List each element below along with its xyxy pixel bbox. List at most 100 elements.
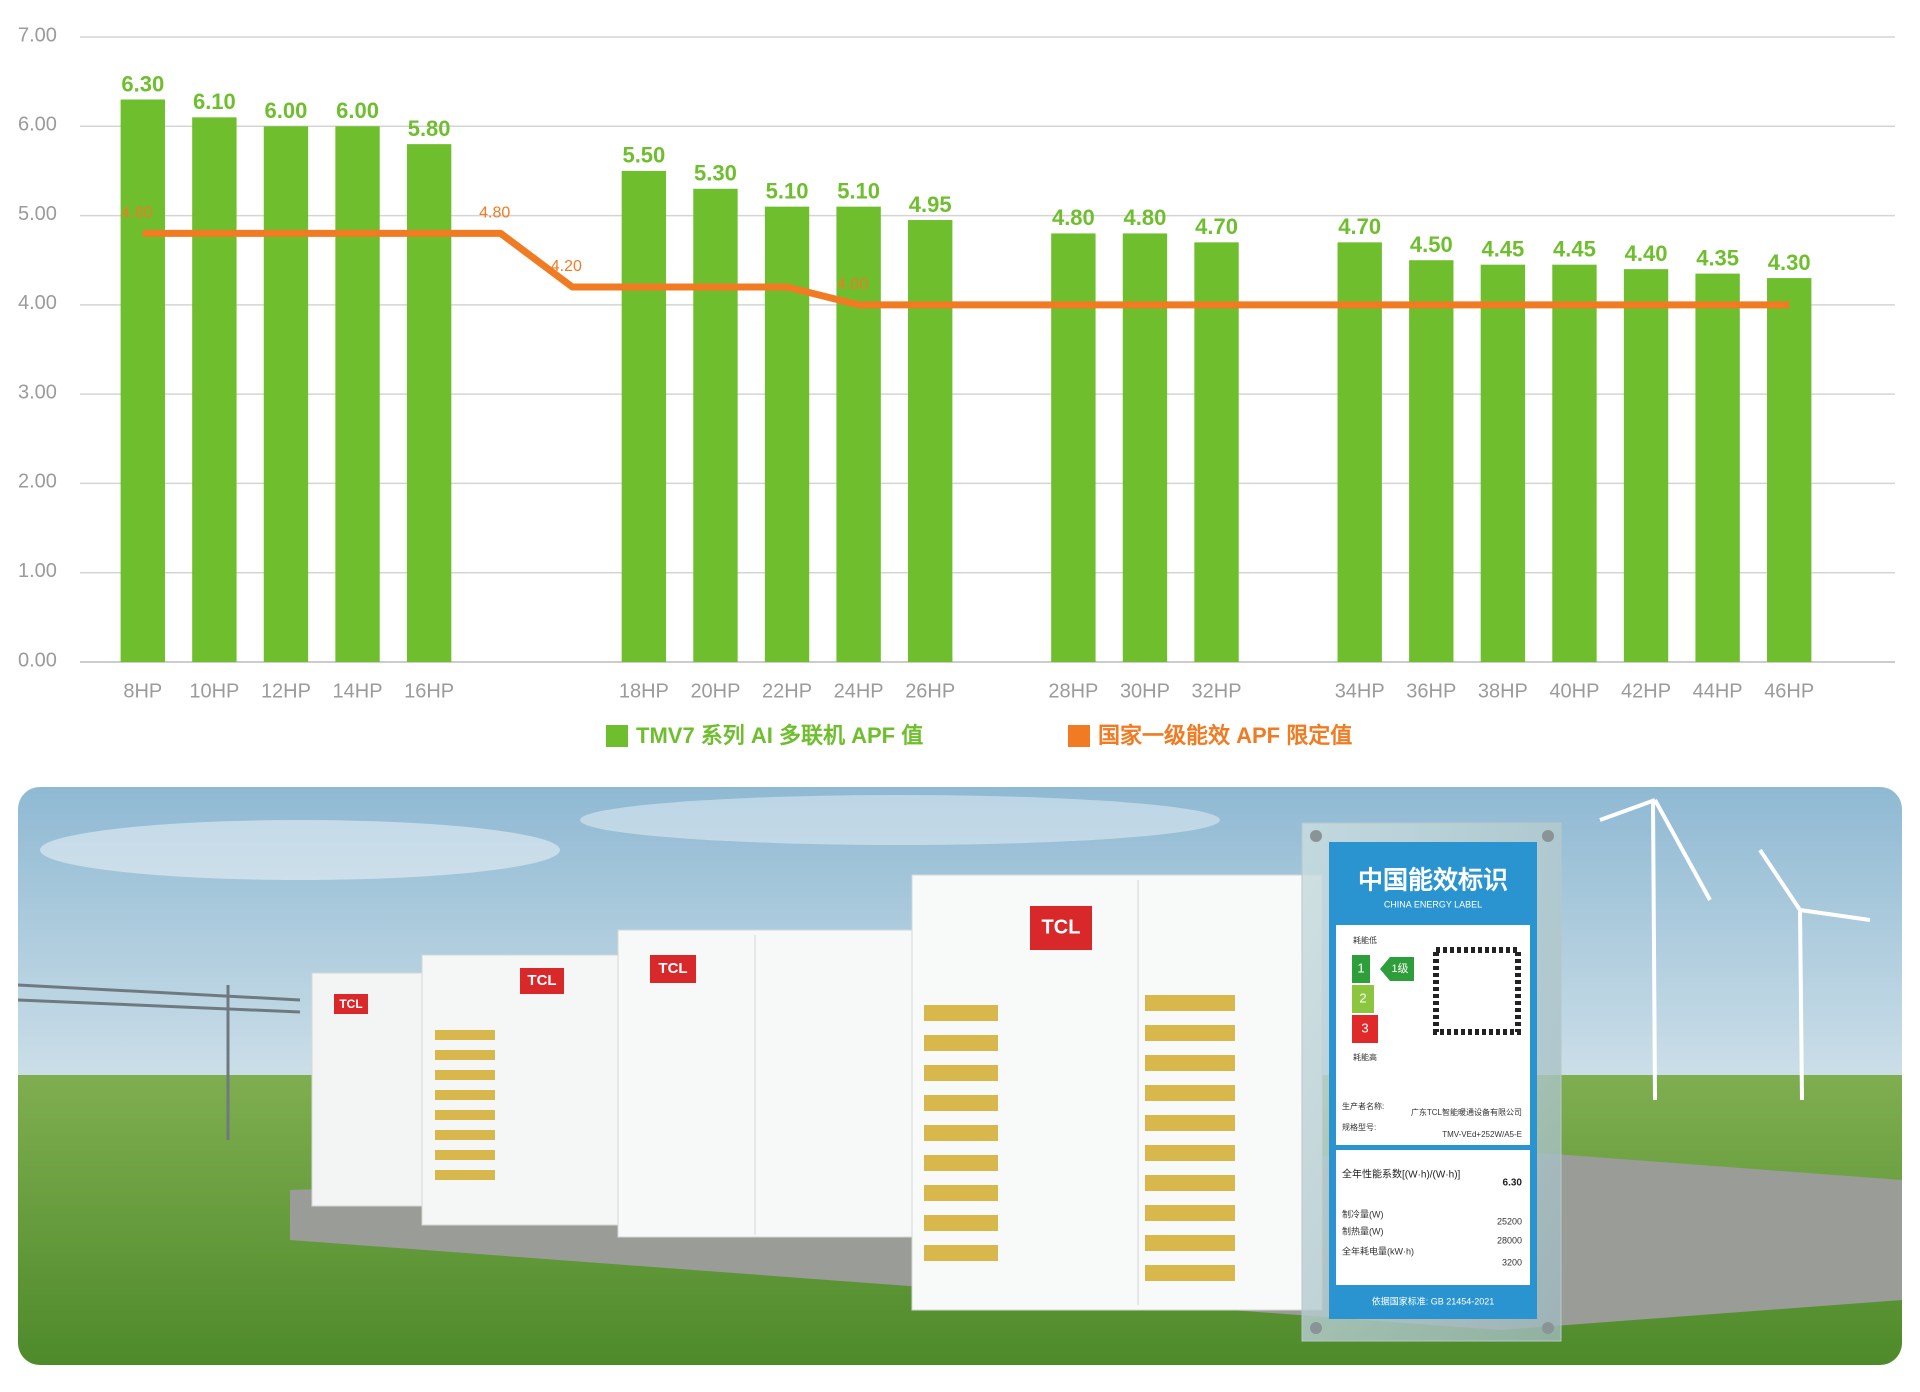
cloud xyxy=(580,795,1220,845)
qr-code xyxy=(1433,947,1521,1035)
value-label: 4.70 xyxy=(1338,214,1381,239)
x-tick-label: 16HP xyxy=(404,680,454,702)
x-tick-label: 30HP xyxy=(1120,680,1170,702)
standard: 依据国家标准: GB 21454-2021 xyxy=(1372,1295,1495,1306)
x-tick-label: 26HP xyxy=(905,680,955,702)
legend-label: 国家一级能效 APF 限定值 xyxy=(1098,723,1352,748)
bar xyxy=(836,206,881,662)
label-title: 中国能效标识 xyxy=(1358,866,1508,895)
bar xyxy=(693,188,738,663)
bar xyxy=(1409,260,1454,662)
y-tick-label: 7.00 xyxy=(18,24,57,46)
value-label: 4.45 xyxy=(1553,236,1596,261)
x-tick-label: 24HP xyxy=(834,680,884,702)
y-tick-label: 0.00 xyxy=(18,649,57,671)
y-tick-label: 4.00 xyxy=(18,292,57,314)
value-label: 5.10 xyxy=(766,178,809,203)
x-tick-label: 22HP xyxy=(762,680,812,702)
value-label: 4.70 xyxy=(1195,214,1238,239)
line xyxy=(142,229,1790,309)
bar xyxy=(263,126,309,663)
row-value: 28000 xyxy=(1497,1235,1522,1245)
x-tick-label: 40HP xyxy=(1549,680,1599,702)
row-value: 25200 xyxy=(1497,1216,1522,1226)
x-tick-label: 46HP xyxy=(1764,680,1814,702)
x-tick-label: 34HP xyxy=(1335,680,1385,702)
value-label: 4.35 xyxy=(1696,245,1739,270)
chart: 0.00 1.00 2.00 3.00 4.00 5.00 6.00 7.00 8HP 10HP 1… xyxy=(18,24,1895,748)
value-label: 4.45 xyxy=(1481,236,1524,261)
bar xyxy=(1122,233,1168,662)
bar xyxy=(1194,242,1239,662)
grade: 1 xyxy=(1357,960,1364,975)
value-label: 4.40 xyxy=(1625,241,1668,266)
row-value: 3200 xyxy=(1502,1257,1522,1267)
grade-badge: 1级 xyxy=(1391,962,1408,975)
cloud xyxy=(40,820,560,880)
label-low: 耗能低 xyxy=(1353,935,1377,945)
x-tick-label: 44HP xyxy=(1693,680,1743,702)
x-tick-label: 20HP xyxy=(690,680,740,702)
bar xyxy=(1051,233,1096,662)
row-key: 制热量(W) xyxy=(1342,1225,1384,1236)
bar xyxy=(908,220,953,663)
bar xyxy=(120,99,165,662)
value-label: 4.80 xyxy=(121,205,152,222)
x-tick-label: 10HP xyxy=(189,680,239,702)
apf-key: 全年性能系数[(W·h)/(W·h)] xyxy=(1342,1168,1461,1181)
scene: TCL TCL TCL TCL 中国能效标识 CHINA ENERGY LABE… xyxy=(18,787,1902,1365)
bar xyxy=(1552,264,1597,662)
grade: 2 xyxy=(1359,990,1366,1005)
model-key: 规格型号: xyxy=(1342,1122,1376,1132)
value-label: 6.00 xyxy=(265,98,308,123)
producer-key: 生产者名称: xyxy=(1342,1101,1384,1111)
unit: TCL TCL TCL TCL xyxy=(311,874,1323,1311)
power-poles xyxy=(18,983,301,1140)
value-label: 6.10 xyxy=(193,89,236,114)
model: TMV-VEd+252W/A5-E xyxy=(1442,1130,1522,1139)
energy-label: 中国能效标识 CHINA ENERGY LABEL 耗能低 1 2 3 1级 耗… xyxy=(1301,822,1562,1342)
apf: 6.30 xyxy=(1503,1178,1523,1189)
grade: 3 xyxy=(1361,1020,1368,1035)
bar xyxy=(764,206,810,662)
y-tick-label: 1.00 xyxy=(18,560,57,582)
y-tick-label: 3.00 xyxy=(18,381,57,403)
bar xyxy=(1623,269,1669,662)
unit-logo: TCL xyxy=(339,997,362,1011)
bar xyxy=(1767,278,1812,662)
bar xyxy=(192,117,237,663)
y-tick-label: 5.00 xyxy=(18,203,57,225)
x-tick-label: 18HP xyxy=(619,680,669,702)
x-tick-label: 12HP xyxy=(261,680,311,702)
x-tick-label: 32HP xyxy=(1192,680,1242,702)
bar xyxy=(1695,273,1740,662)
value-label: 6.30 xyxy=(121,71,164,96)
value-label: 4.80 xyxy=(479,205,510,222)
x-tick-label: 8HP xyxy=(123,680,162,702)
value-label: 4.30 xyxy=(1768,250,1811,275)
photo: TCL TCL TCL TCL 中国能效标识 CHINA ENERGY LABE… xyxy=(18,787,1902,1365)
value-label: 4.95 xyxy=(909,192,952,217)
wind-turbines xyxy=(1599,798,1871,1101)
value-label: 5.50 xyxy=(622,143,665,168)
bar xyxy=(1337,242,1382,662)
legend-swatch xyxy=(606,725,628,747)
value-label: 5.80 xyxy=(408,116,451,141)
value-label: 4.20 xyxy=(551,258,582,275)
legend-swatch xyxy=(1068,725,1090,747)
unit-logo: TCL xyxy=(658,960,687,977)
row-key: 全年耗电量(kW·h) xyxy=(1342,1245,1414,1256)
x-tick-label: 42HP xyxy=(1621,680,1671,702)
x-tick-label: 14HP xyxy=(333,680,383,702)
label-subtitle: CHINA ENERGY LABEL xyxy=(1384,899,1482,909)
bar xyxy=(1480,264,1526,662)
unit-logo: TCL xyxy=(527,972,556,989)
legend-label: TMV7 系列 AI 多联机 APF 值 xyxy=(636,723,923,748)
value-label: 5.10 xyxy=(837,178,880,203)
value-label: 4.80 xyxy=(1052,205,1095,230)
value-label: 4.80 xyxy=(1124,205,1167,230)
producer: 广东TCL智能暖通设备有限公司 xyxy=(1411,1107,1522,1117)
x-tick-label: 38HP xyxy=(1478,680,1528,702)
y-tick-label: 2.00 xyxy=(18,471,57,493)
